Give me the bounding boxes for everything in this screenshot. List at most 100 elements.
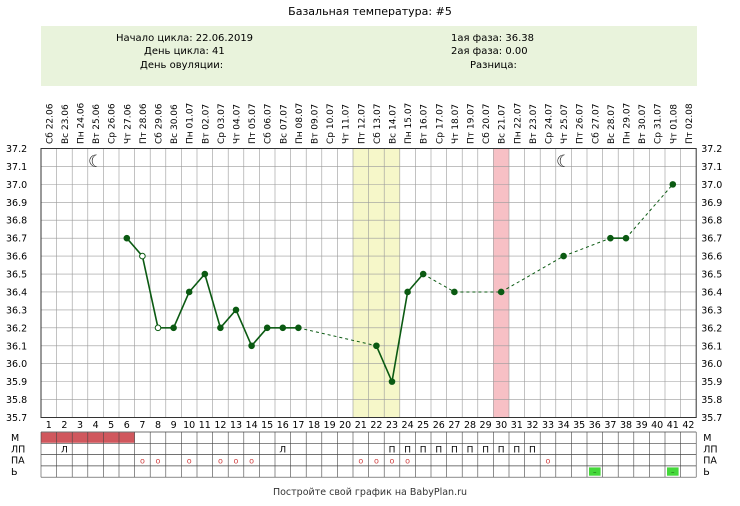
date-label: Ср 03.07 [217, 103, 227, 144]
temp-point [279, 324, 287, 332]
moon-icon: ☾ [556, 152, 571, 172]
green-mark [667, 467, 679, 476]
row-label-right: ПА [703, 456, 717, 467]
day-number: 30 [495, 420, 507, 431]
phase1: 1ая фаза: 36.38 [451, 33, 534, 44]
row-mark: o [187, 457, 192, 466]
day-number: 22 [370, 420, 382, 431]
temp-line-segment [250, 327, 268, 347]
date-label: Вт 30.07 [638, 104, 648, 144]
date-label: Пн 01.07 [186, 103, 196, 144]
temp-point [248, 342, 255, 350]
temp-line-segment [126, 237, 144, 257]
phase2: 2ая фаза: 0.00 [451, 46, 528, 57]
date-label: Сб 06.07 [264, 104, 274, 144]
day-number: 34 [558, 420, 570, 431]
y-tick-label-right: 36.4 [701, 287, 722, 298]
y-tick-label-right: 36.7 [701, 234, 722, 245]
row-mark: П [389, 445, 396, 455]
temp-point [185, 288, 193, 296]
y-tick-label-right: 37.2 [701, 144, 722, 155]
date-label: Вт 16.07 [420, 104, 430, 144]
y-tick-label-left: 36.8 [6, 216, 27, 227]
day-number: 19 [324, 420, 336, 431]
green-mark-dash: – [593, 468, 597, 476]
temp-point [669, 181, 677, 188]
day-number: 1 [46, 420, 52, 431]
date-label: Пт 05.07 [248, 103, 258, 144]
y-tick-label-left: 37.0 [6, 180, 27, 191]
temp-line-segment [375, 345, 393, 382]
date-label: Чт 27.06 [123, 104, 133, 144]
date-label: Сб 27.07 [591, 104, 601, 144]
date-label: Сб 29.06 [155, 103, 165, 144]
ovulation-day-band [493, 148, 509, 418]
temp-line-segment [298, 327, 377, 347]
plot-frame [40, 148, 697, 418]
row-label-left: ПА [11, 456, 25, 467]
cycle-start: Начало цикла: 22.06.2019 [116, 33, 254, 44]
day-number: 16 [277, 420, 289, 431]
date-label: Пн 08.07 [295, 103, 305, 144]
y-tick-label-left: 37.2 [6, 144, 27, 155]
date-label: Пт 19.07 [467, 103, 477, 144]
day-number: 2 [61, 420, 67, 431]
day-number: 24 [402, 420, 414, 431]
chart-title: Базальная температура: #5 [288, 5, 452, 18]
date-label: Вс 14.07 [389, 104, 399, 144]
difference: Разница: [470, 60, 517, 71]
date-label: Вс 30.06 [170, 104, 180, 144]
date-label: Чт 18.07 [451, 104, 461, 144]
date-label: Ср 10.07 [326, 103, 336, 144]
day-number: 27 [448, 420, 460, 431]
footer-link[interactable]: Постройте свой график на BabyPlan.ru [272, 487, 468, 498]
date-label: Чт 04.07 [233, 104, 243, 144]
y-tick-label-left: 35.8 [6, 395, 27, 406]
row-mark: П [435, 445, 442, 455]
temp-point [404, 288, 411, 296]
date-label: Пт 12.07 [357, 103, 367, 144]
temp-point [560, 252, 567, 260]
day-number: 29 [480, 420, 492, 431]
date-label: Сб 22.06 [45, 103, 55, 144]
row-mark: o [218, 457, 223, 466]
row-mark: П [467, 445, 474, 455]
y-tick-label-left: 35.9 [6, 377, 27, 388]
row-mark: o [546, 457, 551, 466]
row-label-right: Ь [703, 467, 710, 478]
temp-line-segment [188, 273, 206, 293]
date-label: Вт 25.06 [92, 104, 102, 144]
date-label: Чт 25.07 [560, 104, 570, 144]
date-label: Вс 23.06 [61, 104, 71, 144]
day-number: 37 [604, 420, 616, 431]
day-number: 38 [620, 420, 632, 431]
temp-point [497, 288, 505, 296]
y-tick-label-left: 36.9 [6, 198, 27, 209]
day-number: 25 [417, 420, 429, 431]
y-tick-label-right: 35.8 [701, 395, 722, 406]
day-number: 10 [183, 420, 195, 431]
y-tick-label-right: 35.7 [701, 413, 722, 424]
y-tick-label-left: 36.1 [6, 341, 27, 352]
date-label: Пт 02.08 [685, 103, 695, 144]
day-number: 26 [433, 420, 445, 431]
temp-line-segment [219, 309, 237, 329]
day-number: 39 [636, 420, 648, 431]
day-number: 41 [667, 420, 679, 431]
day-number: 18 [308, 420, 320, 431]
date-label: Ср 17.07 [435, 103, 445, 144]
temp-line-segment [406, 273, 424, 293]
temp-point [607, 234, 614, 242]
date-label: Вт 02.07 [201, 104, 211, 144]
row-label-left: Ь [11, 467, 18, 478]
day-number: 8 [155, 420, 161, 431]
day-number: 21 [355, 420, 367, 431]
y-tick-label-right: 36.5 [701, 270, 722, 281]
green-mark [589, 467, 601, 476]
day-number: 33 [542, 420, 554, 431]
temp-point [419, 270, 427, 278]
temp-line-segment [204, 273, 222, 329]
y-tick-label-left: 36.7 [6, 234, 27, 245]
temp-line-segment [563, 237, 611, 257]
temp-point [263, 324, 271, 332]
